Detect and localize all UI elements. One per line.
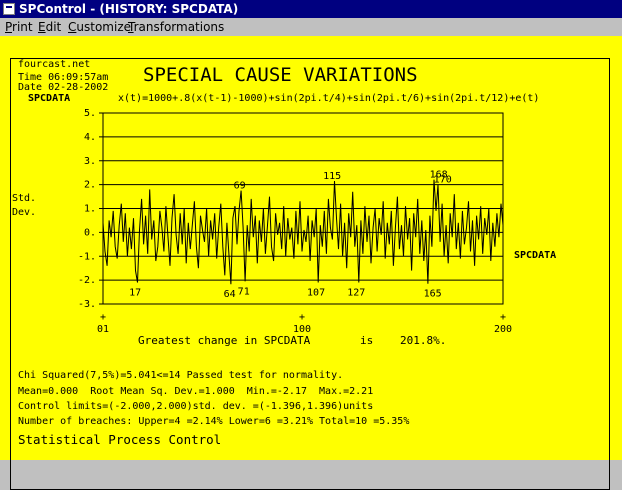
breach-counts: Number of breaches: Upper=4 =2.14% Lower… xyxy=(18,416,410,427)
breach-label: 115 xyxy=(323,171,341,182)
model-formula: x(t)=1000+.8(x(t-1)-1000)+sin(2pi.t/4)+s… xyxy=(118,93,540,104)
title-bar: SPControl - (HISTORY: SPCDATA) xyxy=(0,0,622,18)
breach-label: 107 xyxy=(307,288,325,299)
y-tick-label: 4. xyxy=(84,132,96,143)
y-tick-label: -2. xyxy=(78,275,96,286)
date-label: Date 02-28-2002 xyxy=(18,82,109,93)
menu-print-label: rint xyxy=(12,20,33,34)
breach-label: 127 xyxy=(347,288,365,299)
menu-transformations[interactable]: Transformations xyxy=(128,20,224,34)
greatest-change-is: is xyxy=(360,334,374,347)
series-line xyxy=(102,179,504,285)
breach-label: 168 xyxy=(430,170,448,181)
y-axis-label-dev: Dev. xyxy=(12,207,37,218)
menu-customize-label: ustomize xyxy=(76,20,131,34)
menu-customize-mnemonic: C xyxy=(68,20,77,34)
menu-edit-label: dit xyxy=(45,20,62,34)
window-title: SPControl - (HISTORY: SPCDATA) xyxy=(19,2,239,16)
menu-customize[interactable]: Customize xyxy=(68,20,131,34)
control-limits: Control limits=(-2.000,2.000)std. dev. =… xyxy=(18,401,374,412)
breach-label: 69 xyxy=(234,181,246,192)
x-tick-mark: + xyxy=(100,312,106,323)
y-tick-label: 5. xyxy=(84,108,96,119)
x-tick-mark: + xyxy=(500,312,506,323)
source-label: fourcast.net xyxy=(18,59,91,70)
menu-edit-mnemonic: E xyxy=(38,20,46,34)
y-tick-label: -3. xyxy=(78,299,96,310)
menu-print[interactable]: Print xyxy=(5,20,33,34)
menu-transformations-label: ransformations xyxy=(133,20,225,34)
breach-label: 64 xyxy=(224,289,236,300)
time-label: Time 06:09:57am xyxy=(18,72,109,83)
chi-squared-result: Chi Squared(7,5%)=5.041<=14 Passed test … xyxy=(18,370,344,381)
menu-bar: Print Edit Customize Transformations xyxy=(0,18,622,36)
y-tick-label: -1. xyxy=(78,251,96,262)
report-title: SPECIAL CAUSE VARIATIONS xyxy=(143,64,418,86)
series-name: SPCDATA xyxy=(28,93,71,104)
menu-transformations-mnemonic: T xyxy=(128,20,134,34)
spc-caption: Statistical Process Control xyxy=(18,432,222,447)
series-legend-label: SPCDATA xyxy=(514,250,557,261)
y-tick-label: 2. xyxy=(84,180,96,191)
app-icon[interactable] xyxy=(3,3,15,15)
y-axis-label-std: Std. xyxy=(12,193,37,204)
breach-label: 71 xyxy=(238,286,250,297)
x-tick-label: 01 xyxy=(97,324,109,335)
breach-label: 170 xyxy=(434,175,452,186)
y-tick-label: 0. xyxy=(84,227,96,238)
summary-stats: Mean=0.000 Root Mean Sq. Dev.=1.000 Min.… xyxy=(18,386,374,397)
breach-label: 17 xyxy=(129,288,141,299)
report-area: fourcast.net Time 06:09:57am Date 02-28-… xyxy=(0,36,622,490)
menu-edit[interactable]: Edit xyxy=(38,20,61,34)
greatest-change-text: Greatest change in SPCDATA xyxy=(138,334,311,347)
breach-label: 165 xyxy=(424,289,442,300)
menu-print-mnemonic: P xyxy=(5,20,13,34)
x-tick-label: 100 xyxy=(293,324,311,335)
x-tick-label: 200 xyxy=(494,324,512,335)
y-tick-label: 3. xyxy=(84,156,96,167)
x-tick-mark: + xyxy=(299,312,305,323)
y-tick-label: 1. xyxy=(84,204,96,215)
greatest-change-value: 201.8%. xyxy=(400,334,447,347)
